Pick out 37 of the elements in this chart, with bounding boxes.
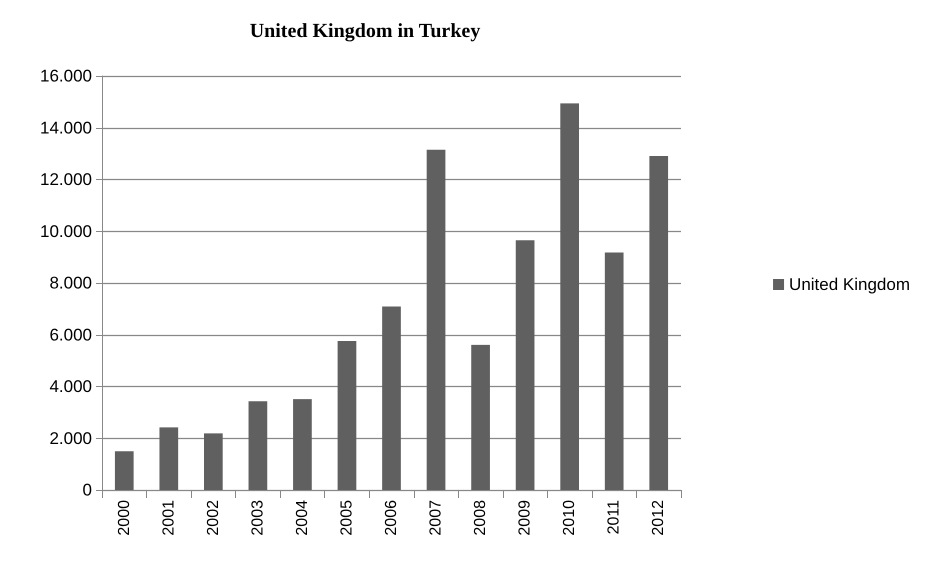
bar [426, 150, 446, 490]
y-tick-label: 12.000 [40, 170, 92, 189]
bar [293, 399, 312, 490]
bar [560, 103, 580, 490]
y-tick-label: 16.000 [40, 66, 92, 86]
x-tick-label: 2003 [249, 500, 266, 536]
x-tick-label: 2001 [160, 500, 178, 536]
y-tick-label: 0 [82, 480, 92, 500]
x-tick-label: 2000 [116, 500, 133, 536]
x-tick-label: 2007 [428, 500, 445, 536]
x-tick-label: 2002 [204, 500, 222, 536]
x-tick-label: 2012 [650, 500, 668, 536]
y-tick-label: 6.000 [49, 325, 92, 344]
y-tick-label: 10.000 [40, 222, 92, 241]
y-tick-label: 14.000 [40, 118, 92, 138]
bar [471, 344, 490, 490]
legend-label: United Kingdom [789, 275, 910, 294]
bar [114, 451, 134, 490]
x-tick-label: 2008 [472, 500, 490, 536]
y-tick-label: 2.000 [49, 428, 92, 448]
bar [604, 252, 624, 490]
x-tick-label: 2010 [561, 500, 578, 536]
bar [382, 306, 401, 490]
bar [248, 401, 268, 490]
y-tick-label: 8.000 [49, 274, 92, 292]
x-tick-label: 2004 [294, 500, 311, 536]
bar [204, 433, 223, 490]
bar [516, 240, 534, 490]
bar [159, 427, 178, 490]
x-tick-label: 2006 [383, 500, 400, 536]
bar [338, 340, 356, 490]
x-tick-label: 2009 [516, 500, 534, 536]
chart-title: United Kingdom in Turkey [250, 20, 480, 42]
x-tick-label: 2005 [338, 500, 356, 536]
y-tick-label: 4.000 [49, 377, 92, 396]
x-tick-label: 2011 [606, 500, 623, 534]
bar [649, 156, 668, 490]
